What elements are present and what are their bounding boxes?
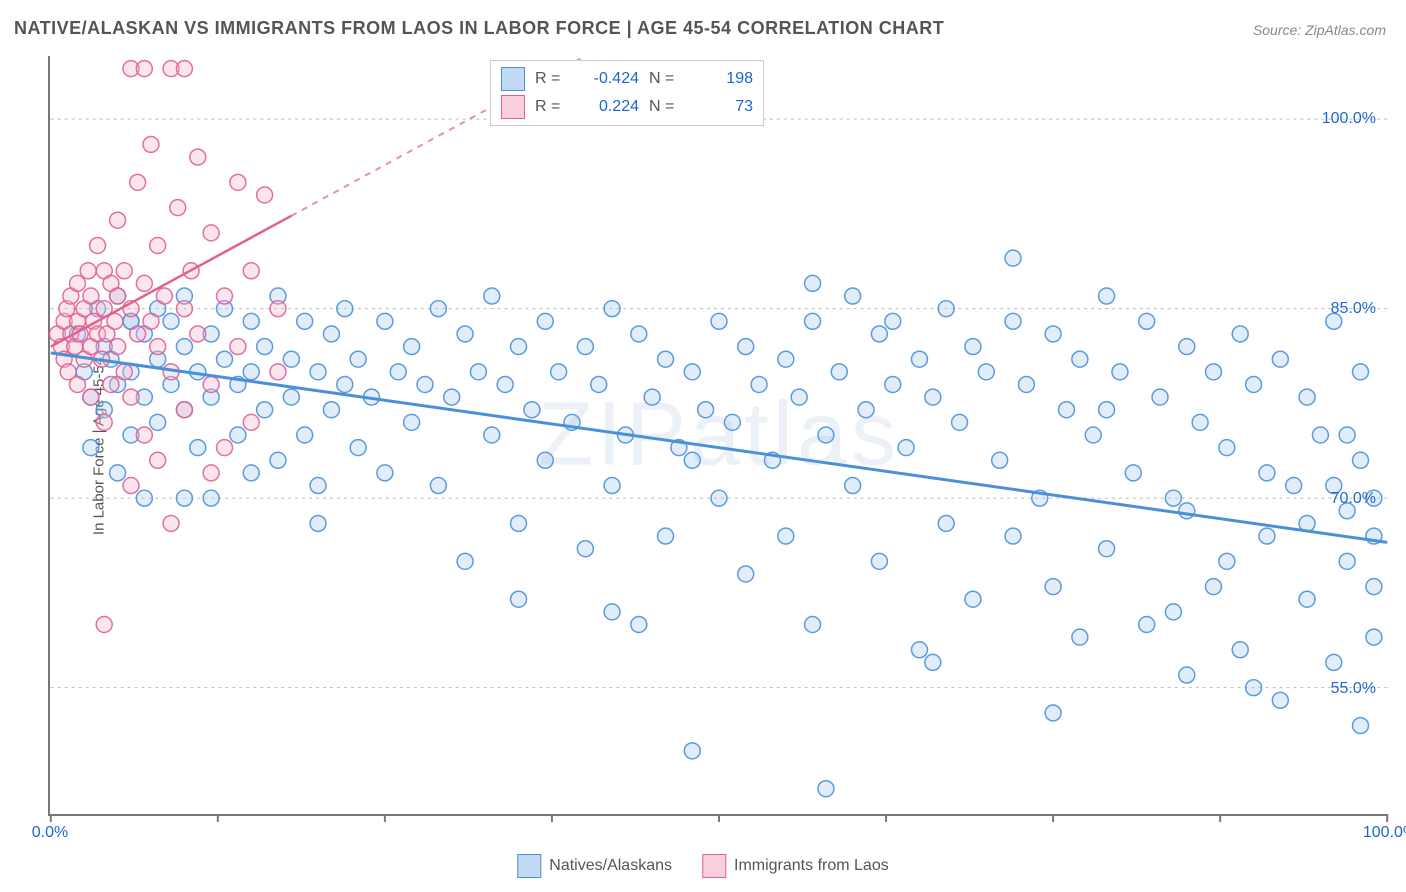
legend-item-natives: Natives/Alaskans [517,854,672,878]
n-value: 73 [697,98,753,116]
n-value: 198 [697,70,753,88]
legend-item-immigrants: Immigrants from Laos [702,854,889,878]
source-attribution: Source: ZipAtlas.com [1253,22,1386,38]
legend-label: Natives/Alaskans [549,857,672,875]
y-tick-label: 85.0% [1331,300,1376,318]
legend-row-pink: R = 0.224 N = 73 [501,93,753,121]
x-tick-label: 100.0% [1363,824,1406,842]
n-label: N = [649,98,687,116]
y-tick-label: 70.0% [1331,490,1376,508]
swatch-pink-icon [501,95,525,119]
chart-container: NATIVE/ALASKAN VS IMMIGRANTS FROM LAOS I… [0,0,1406,892]
n-label: N = [649,70,687,88]
swatch-pink-icon [702,854,726,878]
x-tick-label: 0.0% [32,824,68,842]
swatch-blue-icon [501,67,525,91]
r-value: -0.424 [583,70,639,88]
y-tick-label: 55.0% [1331,680,1376,698]
legend-row-blue: R = -0.424 N = 198 [501,65,753,93]
plot-svg [50,56,1388,814]
swatch-blue-icon [517,854,541,878]
y-tick-label: 100.0% [1322,110,1376,128]
plot-area: ZIPatlas R = -0.424 N = 198 R = 0.224 N … [48,56,1388,816]
r-value: 0.224 [583,98,639,116]
correlation-legend: R = -0.424 N = 198 R = 0.224 N = 73 [490,60,764,126]
legend-label: Immigrants from Laos [734,857,889,875]
chart-title: NATIVE/ALASKAN VS IMMIGRANTS FROM LAOS I… [14,18,944,39]
series-legend: Natives/Alaskans Immigrants from Laos [517,854,888,878]
r-label: R = [535,70,573,88]
r-label: R = [535,98,573,116]
